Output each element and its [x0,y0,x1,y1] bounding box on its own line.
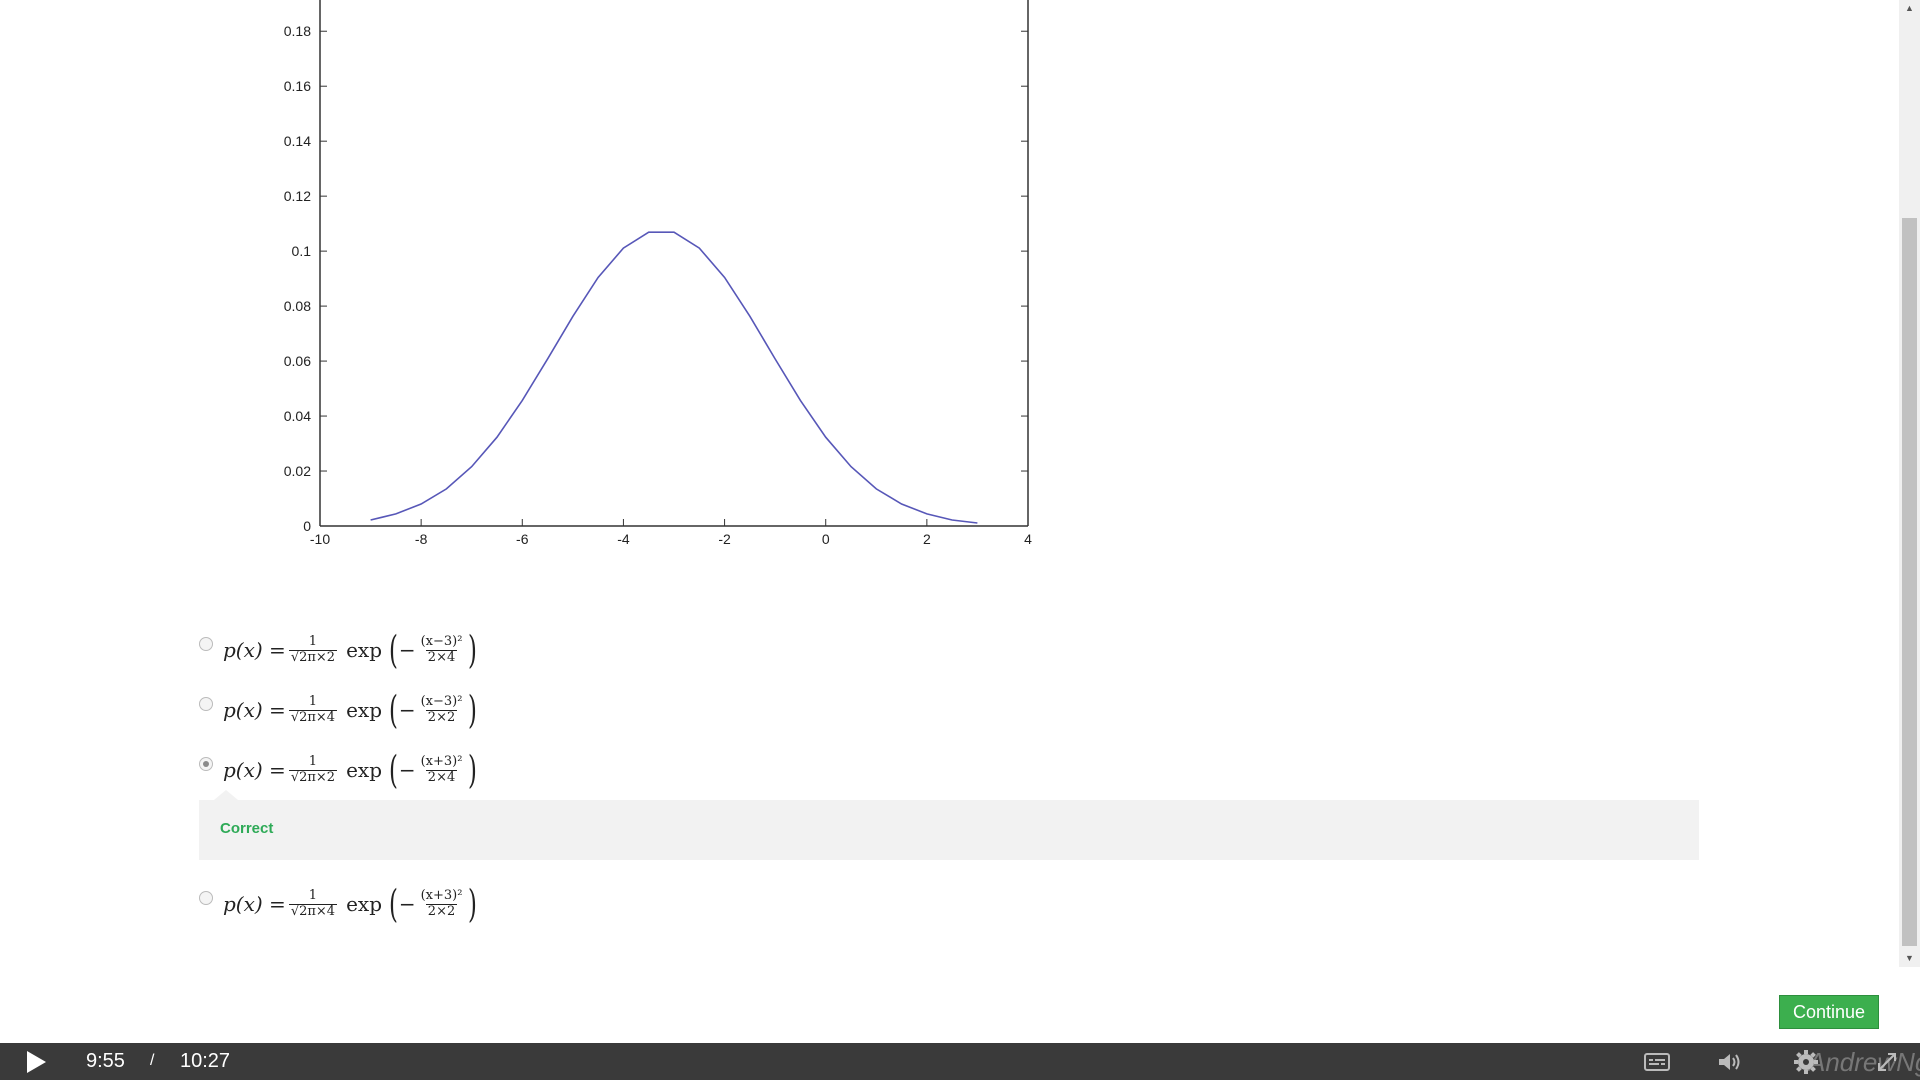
x-tick-label: 4 [1024,531,1032,547]
exponent-fraction: (x−3)² 2×4 [420,634,463,665]
right-paren: ) [468,688,478,732]
x-tick-label: -8 [415,531,428,547]
answer-option-3[interactable]: p(x) = 1 √2π×2 exp (− (x+3)² 2×4 ) [199,748,478,792]
formula: p(x) = 1 √2π×4 exp (− (x+3)² 2×2 ) [223,882,478,926]
continue-button[interactable]: Continue [1779,995,1879,1029]
coefficient-fraction: 1 √2π×4 [288,694,338,725]
feedback-correct-label: Correct [220,820,274,837]
exp-function: exp [346,638,382,662]
right-paren: ) [468,882,478,926]
exp-function: exp [346,892,382,916]
coefficient-fraction: 1 √2π×2 [288,634,338,665]
left-paren: ( [388,882,398,926]
exponent-fraction: (x+3)² 2×2 [420,888,463,919]
current-time: 9:55 [86,1050,125,1072]
radio-button[interactable] [199,637,213,651]
gaussian-curve [370,231,978,524]
watermark-text: AndrewNg [1808,1047,1920,1077]
y-tick-label: 0.16 [284,78,311,94]
feedback-pointer [214,790,238,800]
closed-captions-icon[interactable] [1644,1052,1670,1072]
exp-function: exp [346,758,382,782]
feedback-box: Correct [199,790,1699,860]
radio-button[interactable] [199,697,213,711]
exponent-fraction: (x−3)² 2×2 [420,694,463,725]
x-tick-label: 0 [822,531,830,547]
scroll-down-arrow-icon[interactable]: ▼ [1905,953,1914,963]
right-paren: ) [468,748,478,792]
y-tick-label: 0.02 [284,463,311,479]
vertical-scrollbar[interactable]: ▲ ▼ [1899,0,1920,967]
formula: p(x) = 1 √2π×2 exp (− (x−3)² 2×4 ) [223,628,478,672]
radio-button[interactable] [199,891,213,905]
time-separator: / [150,1052,155,1069]
formula-lhs: p(x) = [223,892,286,916]
play-icon[interactable] [24,1050,48,1074]
coefficient-fraction: 1 √2π×2 [288,754,338,785]
y-tick-label: 0.08 [284,298,311,314]
quiz-content: -10 -8 -6 -4 -2 0 2 4 0 0.02 0.04 0.06 0.08 0.1 0.12 0.… [199,0,1699,926]
chart-ticks: -10 -8 -6 -4 -2 0 2 4 0 0.02 0.04 0.06 0.08 0.1 0.12 0.… [284,23,1032,547]
fullscreen-icon[interactable] [1876,1051,1898,1073]
left-paren: ( [388,748,398,792]
answer-option-2[interactable]: p(x) = 1 √2π×4 exp (− (x−3)² 2×2 ) [199,688,478,732]
y-tick-label: 0.18 [284,23,311,39]
chart-axes [319,0,1029,527]
x-tick-label: -10 [310,531,330,547]
scrollbar-thumb[interactable] [1902,218,1917,946]
gaussian-chart: -10 -8 -6 -4 -2 0 2 4 0 0.02 0.04 0.06 0.08 0.1 0.12 0.… [284,0,1032,547]
x-tick-label: -4 [617,531,630,547]
exponent-fraction: (x+3)² 2×4 [420,754,463,785]
video-player-controls: 9:55 / 10:27 AndrewNg [0,1043,1920,1080]
right-paren: ) [468,628,478,672]
coefficient-fraction: 1 √2π×4 [288,888,338,919]
left-paren: ( [388,628,398,672]
gear-icon[interactable] [1793,1049,1819,1075]
y-tick-label: 0.12 [284,188,311,204]
formula: p(x) = 1 √2π×2 exp (− (x+3)² 2×4 ) [223,748,478,792]
scroll-up-arrow-icon[interactable]: ▲ [1905,3,1914,13]
answer-option-1[interactable]: p(x) = 1 √2π×2 exp (− (x−3)² 2×4 ) [199,628,478,672]
formula: p(x) = 1 √2π×4 exp (− (x−3)² 2×2 ) [223,688,478,732]
x-tick-label: 2 [923,531,931,547]
formula-lhs: p(x) = [223,698,286,722]
answer-option-4[interactable]: p(x) = 1 √2π×4 exp (− (x+3)² 2×2 ) [199,882,478,926]
left-paren: ( [388,688,398,732]
x-tick-label: -6 [516,531,529,547]
y-tick-label: 0.14 [284,133,311,149]
y-tick-label: 0.1 [292,243,312,259]
formula-lhs: p(x) = [223,758,286,782]
y-tick-label: 0.06 [284,353,311,369]
y-tick-label: 0.04 [284,408,311,424]
exp-function: exp [346,698,382,722]
x-tick-label: -2 [718,531,731,547]
y-tick-label: 0 [303,518,311,534]
chart-curve [370,231,978,524]
duration: 10:27 [180,1050,231,1072]
volume-icon[interactable] [1717,1051,1743,1073]
radio-button-selected[interactable] [199,757,213,771]
formula-lhs: p(x) = [223,638,286,662]
